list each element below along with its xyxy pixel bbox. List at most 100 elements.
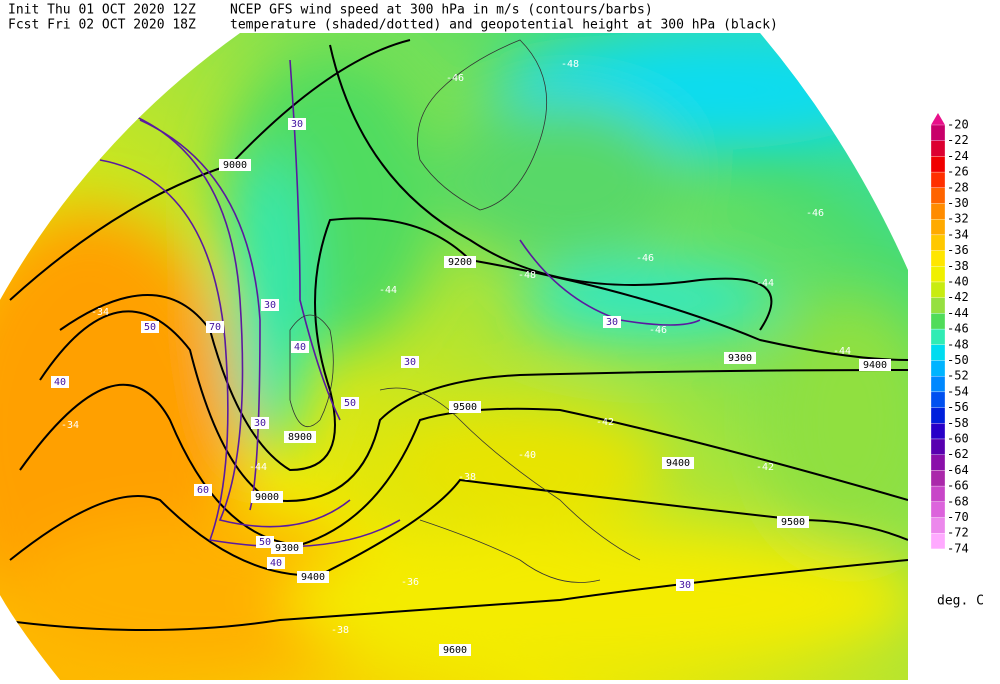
temperature-label: -46 xyxy=(446,73,464,84)
wind-label: 30 xyxy=(264,300,276,311)
wind-label: 50 xyxy=(144,322,156,333)
colorbar-label: -54 xyxy=(947,384,969,398)
label-box xyxy=(439,644,471,656)
colorbar-label: -74 xyxy=(947,541,969,555)
colorbar-label: -38 xyxy=(947,259,969,273)
label-box xyxy=(51,376,69,388)
colorbar-label: -68 xyxy=(947,494,969,508)
height-label: 9000 xyxy=(255,492,279,503)
label-box xyxy=(401,356,419,368)
wind-label: 30 xyxy=(679,580,691,591)
wind-label: 40 xyxy=(54,377,66,388)
label-box xyxy=(251,417,269,429)
header: Init Thu 01 OCT 2020 12Z Fcst Fri 02 OCT… xyxy=(8,3,778,33)
colorbar-label: -70 xyxy=(947,510,969,524)
label-box xyxy=(267,557,285,569)
temperature-label: -46 xyxy=(636,253,654,264)
colorbar-swatch xyxy=(930,140,946,157)
temperature-label: -46 xyxy=(649,325,667,336)
colorbar-label: -50 xyxy=(947,353,969,367)
colorbar-unit: deg. C xyxy=(937,594,984,609)
colorbar-arrow xyxy=(931,113,945,125)
label-box xyxy=(251,491,283,503)
wind-contours xyxy=(99,59,701,548)
colorbar-label: -36 xyxy=(947,243,969,257)
temperature-label: -42 xyxy=(756,462,774,473)
colorbar-label: -24 xyxy=(947,149,969,163)
colorbar-label: -22 xyxy=(947,133,969,147)
height-label: 9400 xyxy=(863,360,887,371)
colorbar-label: -72 xyxy=(947,526,969,540)
label-box xyxy=(291,341,309,353)
colorbar-swatch xyxy=(930,423,946,440)
wind-label: 40 xyxy=(294,342,306,353)
height-label: 9500 xyxy=(453,402,477,413)
colorbar-swatch xyxy=(930,376,946,393)
temperature-label: -48 xyxy=(518,270,536,281)
label-box xyxy=(219,159,251,171)
height-label: 9500 xyxy=(781,517,805,528)
label-box xyxy=(777,516,809,528)
colorbar-swatch xyxy=(930,313,946,330)
label-box xyxy=(141,321,159,333)
colorbar-swatch xyxy=(930,281,946,298)
wind-label: 50 xyxy=(259,537,271,548)
colorbar-label: -32 xyxy=(947,212,969,226)
label-box xyxy=(271,542,303,554)
label-box xyxy=(603,316,621,328)
colorbar-swatch xyxy=(930,517,946,534)
temperature-label: -38 xyxy=(331,625,349,636)
map-labels: 9000 9200 9300 9400 9500 9400 9500 9600 8900 9000… xyxy=(51,59,891,656)
label-box xyxy=(297,571,329,583)
colorbar-label: -20 xyxy=(947,118,969,132)
colorbar-label: -40 xyxy=(947,275,969,289)
height-label: 9000 xyxy=(223,160,247,171)
height-label: 9400 xyxy=(666,458,690,469)
colorbar-label: -66 xyxy=(947,479,969,493)
colorbar-label: -62 xyxy=(947,447,969,461)
colorbar-swatch xyxy=(930,187,946,204)
colorbar-label: -28 xyxy=(947,180,969,194)
height-label: 9200 xyxy=(448,257,472,268)
temperature-label: -36 xyxy=(401,577,419,588)
colorbar-swatch xyxy=(930,297,946,314)
colorbar-label: -48 xyxy=(947,337,969,351)
height-label: 9400 xyxy=(301,572,325,583)
label-box xyxy=(444,256,476,268)
colorbar-label: -52 xyxy=(947,369,969,383)
temperature-label: -38 xyxy=(458,472,476,483)
colorbar-label: -42 xyxy=(947,290,969,304)
temperature-label: -44 xyxy=(379,285,397,296)
colorbar-swatch xyxy=(930,391,946,408)
colorbar-label: -64 xyxy=(947,463,969,477)
temperature-label: -34 xyxy=(91,307,109,318)
label-box xyxy=(341,397,359,409)
forecast-time: Fcst Fri 02 OCT 2020 18Z xyxy=(8,18,196,33)
height-label: 9600 xyxy=(443,645,467,656)
init-time: Init Thu 01 OCT 2020 12Z xyxy=(8,3,196,18)
colorbar-swatch xyxy=(930,438,946,455)
colorbar-swatch xyxy=(930,171,946,188)
temperature-label: -44 xyxy=(756,278,774,289)
wind-label: 60 xyxy=(197,485,209,496)
colorbar-swatch xyxy=(930,501,946,518)
colorbar-swatch xyxy=(930,360,946,377)
colorbar-label: -58 xyxy=(947,416,969,430)
label-box xyxy=(676,579,694,591)
label-box xyxy=(206,321,224,333)
temperature-label: -34 xyxy=(61,420,79,431)
wind-label: 30 xyxy=(254,418,266,429)
colorbar-label: -34 xyxy=(947,227,969,241)
wind-label: 30 xyxy=(606,317,618,328)
colorbar-label: -26 xyxy=(947,165,969,179)
colorbar: -20-22 -24 -26-28 -30 -32-34 -36 -38 -40-42 -44 -… xyxy=(930,113,969,555)
colorbar-swatch xyxy=(930,156,946,173)
colorbar-swatch xyxy=(930,203,946,220)
colorbar-swatch xyxy=(930,234,946,251)
colorbar-label: -30 xyxy=(947,196,969,210)
colorbar-swatch xyxy=(930,328,946,345)
title-line-1: NCEP GFS wind speed at 300 hPa in m/s (c… xyxy=(230,3,653,18)
label-box xyxy=(284,431,316,443)
label-box xyxy=(859,359,891,371)
